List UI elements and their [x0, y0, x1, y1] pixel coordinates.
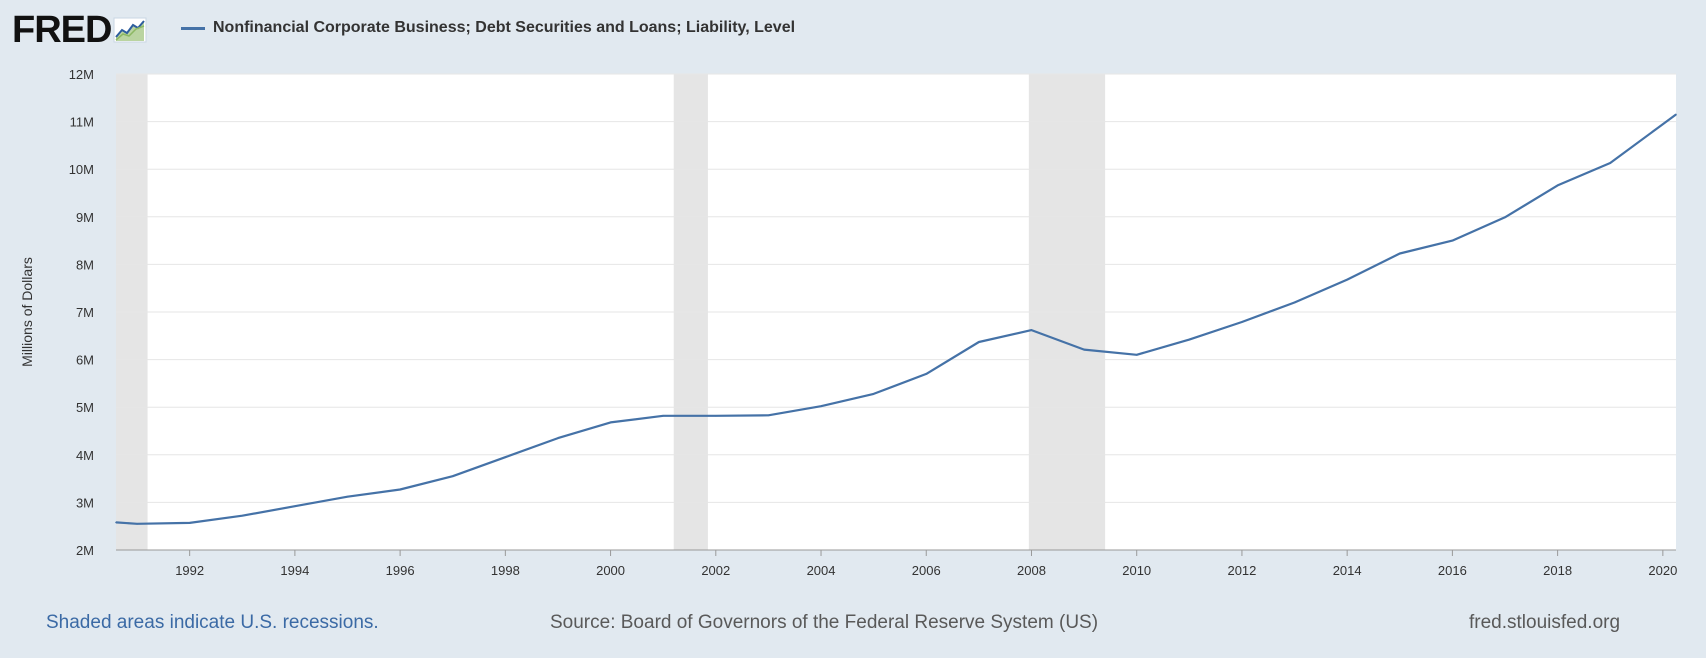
fred-logo[interactable]: FRED — [12, 10, 147, 50]
x-tick-label: 1992 — [175, 563, 204, 578]
data-point — [399, 488, 401, 491]
y-tick-label: 11M — [70, 115, 94, 130]
data-point — [872, 393, 875, 395]
legend: Nonfinancial Corporate Business; Debt Se… — [181, 19, 795, 37]
x-tick-label: 1998 — [491, 563, 520, 578]
data-point — [346, 495, 349, 498]
data-point — [241, 514, 244, 517]
data-point — [1504, 216, 1506, 219]
x-tick-label: 2000 — [596, 563, 625, 578]
line-chart: 2M 3M 4M 5M 6M 7M 8M 9M 10M 11M 12M 1992 1994 1996 199… — [19, 67, 1677, 578]
data-point — [1293, 301, 1296, 304]
data-point — [1135, 354, 1138, 356]
data-point — [504, 456, 507, 458]
data-point — [1241, 321, 1243, 323]
data-point — [767, 414, 770, 417]
y-tick-label: 12M — [69, 67, 94, 82]
data-point — [1609, 162, 1612, 164]
x-tick-label: 2006 — [912, 563, 941, 578]
x-tick-label: 1994 — [280, 563, 309, 578]
legend-series-label: Nonfinancial Corporate Business; Debt Se… — [213, 19, 796, 36]
y-tick-label: 6M — [76, 353, 94, 368]
y-tick-label: 3M — [76, 495, 94, 510]
y-tick-label: 2M — [76, 543, 94, 558]
x-tick-label: 2020 — [1648, 563, 1677, 578]
x-tick-label: 2014 — [1333, 563, 1362, 578]
data-point — [451, 475, 454, 478]
x-tick-label: 2010 — [1122, 563, 1151, 578]
source-text: Source: Board of Governors of the Federa… — [550, 612, 1099, 633]
y-tick-label: 4M — [76, 448, 94, 463]
data-point — [609, 421, 612, 424]
y-tick-label: 7M — [76, 305, 94, 320]
chart-trend-icon — [113, 17, 147, 48]
data-point — [115, 521, 117, 524]
data-point — [820, 405, 822, 408]
data-point — [1451, 239, 1454, 242]
y-axis-label: Millions of Dollars — [19, 257, 35, 367]
site-link[interactable]: fred.stlouisfed.org — [1469, 612, 1621, 633]
x-tick-label: 2016 — [1438, 563, 1467, 578]
x-tick-label: 1996 — [386, 563, 415, 578]
data-point — [1030, 329, 1033, 331]
x-tick-label: 2002 — [701, 563, 730, 578]
legend-series-line — [181, 26, 205, 30]
data-point — [294, 505, 296, 508]
data-point — [188, 522, 191, 524]
data-point — [1675, 113, 1677, 116]
x-tick-label: 2012 — [1227, 563, 1256, 578]
y-tick-label: 10M — [69, 162, 94, 177]
recession-note: Shaded areas indicate U.S. recessions. — [46, 612, 379, 633]
data-point — [1346, 278, 1348, 281]
x-tick-label: 2018 — [1543, 563, 1572, 578]
data-point — [1083, 348, 1085, 351]
fred-logo-text: FRED — [12, 9, 112, 51]
y-tick-label: 9M — [76, 210, 94, 225]
data-point — [1188, 338, 1191, 341]
data-point — [1398, 252, 1401, 255]
data-point — [714, 414, 717, 417]
data-point — [978, 341, 980, 343]
y-tick-label: 5M — [76, 400, 94, 415]
data-point — [136, 523, 138, 525]
x-tick-label: 2004 — [807, 563, 836, 578]
x-tick-label: 2008 — [1017, 563, 1046, 578]
data-point — [925, 373, 928, 375]
data-point — [662, 414, 664, 417]
y-tick-label: 8M — [76, 257, 94, 272]
data-point — [557, 437, 559, 439]
data-point — [1556, 184, 1559, 187]
